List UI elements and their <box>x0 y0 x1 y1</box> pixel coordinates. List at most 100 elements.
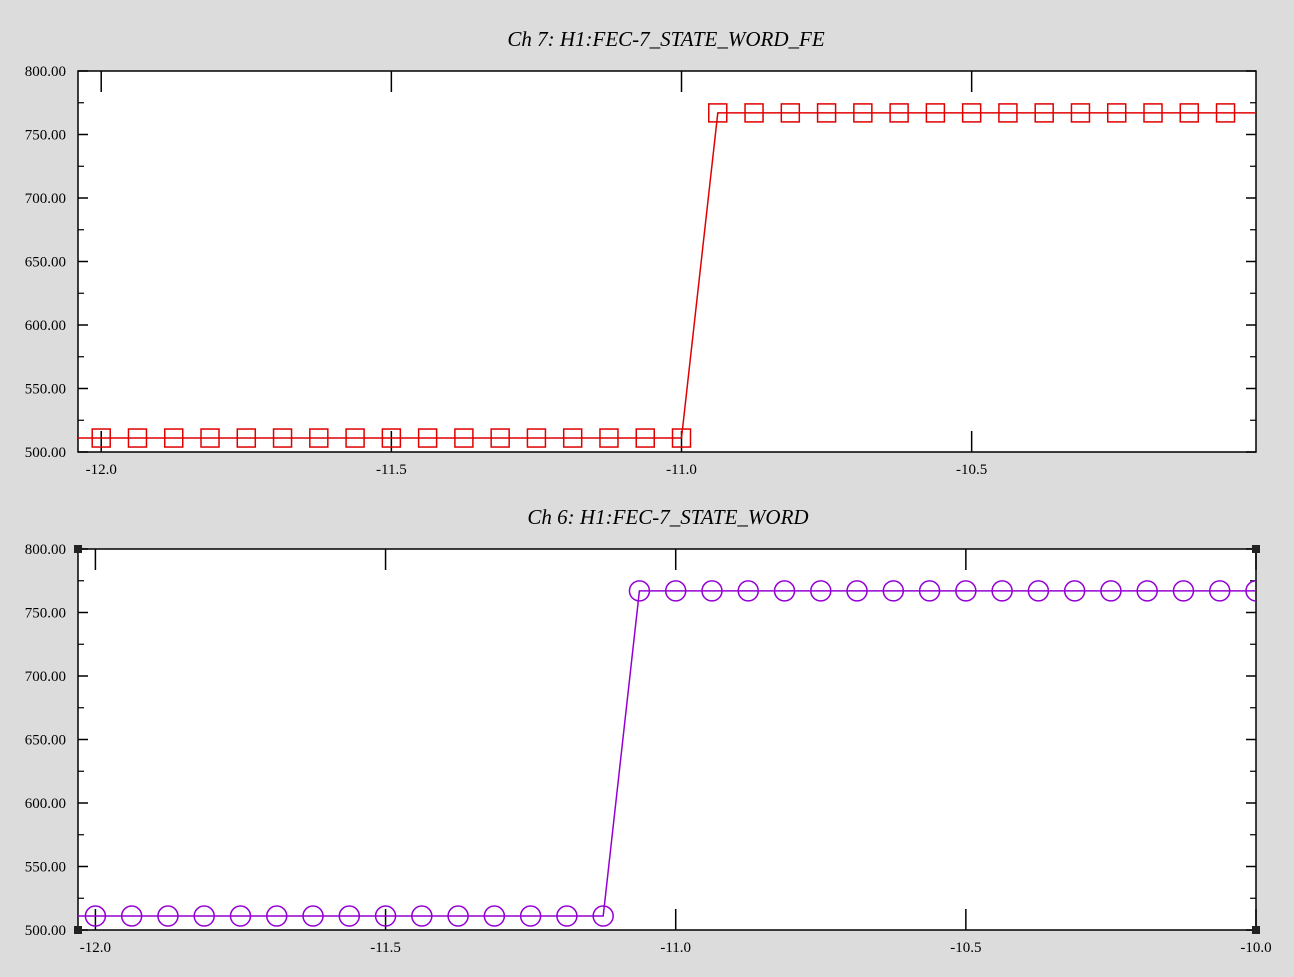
data-point-circle <box>773 580 796 602</box>
x-tick-label: -11.0 <box>660 940 691 956</box>
data-point-circle <box>918 580 941 602</box>
corner-handle <box>74 926 82 934</box>
data-point-square <box>599 428 619 448</box>
chart-title: Ch 6: H1:FEC-7_STATE_WORD <box>527 505 808 529</box>
data-point-circle <box>1136 580 1158 602</box>
data-point-circle <box>483 905 506 927</box>
data-point-square <box>961 103 982 123</box>
data-point-square <box>526 428 547 448</box>
data-point-square <box>998 103 1018 123</box>
corner-handle <box>1252 545 1260 553</box>
series-line <box>78 590 1256 917</box>
data-point-circle <box>302 905 324 927</box>
x-tick-label: -11.5 <box>370 940 401 956</box>
y-tick-label: 650.00 <box>25 733 66 749</box>
data-point-circle <box>846 580 868 602</box>
data-point-circle <box>1100 580 1122 602</box>
chart-ch6: Ch 6: H1:FEC-7_STATE_WORD 500.00 550.00 600… <box>25 505 1272 956</box>
x-tick-label: -12.0 <box>86 462 117 478</box>
data-point-square <box>236 428 257 448</box>
data-point-square <box>381 428 402 448</box>
data-point-circle <box>1027 580 1050 602</box>
chart-ch7: Ch 7: H1:FEC-7_STATE_WORD_FE 500.00 550.00… <box>25 27 1257 478</box>
y-tick-label: 550.00 <box>25 860 66 876</box>
data-point-circle <box>810 580 832 602</box>
data-point-square <box>853 103 873 123</box>
data-point-circle <box>338 905 361 927</box>
x-tick-label: -11.5 <box>376 462 407 478</box>
data-point-circle <box>737 580 759 602</box>
data-point-square <box>345 428 365 448</box>
data-point-circle <box>193 905 215 927</box>
data-point-square <box>780 103 801 123</box>
data-point-square <box>454 428 474 448</box>
data-point-square <box>925 103 946 123</box>
data-point-circle <box>157 905 179 927</box>
data-point-circle <box>701 580 723 602</box>
x-tick-label: -10.5 <box>956 462 987 478</box>
y-tick-label: 500.00 <box>25 445 66 461</box>
data-point-square <box>708 103 728 123</box>
data-point-circle <box>411 905 433 927</box>
data-point-circle <box>374 905 397 927</box>
y-tick-label: 700.00 <box>25 669 66 685</box>
y-tick-label: 500.00 <box>25 923 66 939</box>
data-point-square <box>744 103 764 123</box>
data-point-circle <box>229 905 252 927</box>
corner-handle <box>74 545 82 553</box>
data-point-circle <box>955 580 977 602</box>
data-point-circle <box>1245 580 1256 602</box>
y-tick-label: 650.00 <box>25 255 66 271</box>
y-tick-label: 600.00 <box>25 318 66 334</box>
data-point-circle <box>1063 580 1086 602</box>
series-line <box>78 112 1256 439</box>
x-tick-label: -10.0 <box>1240 940 1271 956</box>
y-tick-label: 800.00 <box>25 542 66 558</box>
data-point-square <box>671 428 692 448</box>
data-point-square <box>309 428 329 448</box>
data-point-circle <box>120 905 143 927</box>
plot-area <box>77 70 1257 453</box>
data-point-square <box>1106 103 1127 123</box>
corner-handle <box>1252 926 1260 934</box>
data-point-circle <box>628 580 651 602</box>
data-point-circle <box>84 905 107 927</box>
data-point-circle <box>1208 580 1231 602</box>
x-tick-label: -11.0 <box>666 462 697 478</box>
x-tick-label: -12.0 <box>80 940 111 956</box>
y-tick-label: 700.00 <box>25 191 66 207</box>
plot-area <box>77 548 1257 931</box>
data-point-square <box>1070 103 1091 123</box>
data-point-square <box>889 103 909 123</box>
data-point-circle <box>991 580 1013 602</box>
data-point-square <box>816 103 837 123</box>
data-point-circle <box>266 905 288 927</box>
chart-title: Ch 7: H1:FEC-7_STATE_WORD_FE <box>507 27 824 51</box>
series-group <box>78 103 1256 448</box>
data-point-square <box>490 428 510 448</box>
data-point-square <box>1143 103 1163 123</box>
data-point-square <box>417 428 438 448</box>
data-point-square <box>200 428 220 448</box>
data-point-circle <box>447 905 469 927</box>
y-tick-label: 600.00 <box>25 796 66 812</box>
data-point-circle <box>664 580 687 602</box>
data-point-square <box>1034 103 1054 123</box>
y-tick-label: 750.00 <box>25 606 66 622</box>
x-tick-label: -10.5 <box>950 940 981 956</box>
data-point-circle <box>882 580 905 602</box>
data-point-circle <box>1172 580 1195 602</box>
data-point-square <box>562 428 583 448</box>
data-point-square <box>635 428 655 448</box>
data-point-circle <box>519 905 542 927</box>
data-point-square <box>91 428 111 448</box>
y-tick-label: 800.00 <box>25 64 66 80</box>
data-point-circle <box>556 905 578 927</box>
data-point-square <box>1215 103 1236 123</box>
data-point-square <box>1179 103 1200 123</box>
data-point-square <box>163 428 184 448</box>
y-tick-label: 750.00 <box>25 128 66 144</box>
y-tick-label: 550.00 <box>25 382 66 398</box>
series-group <box>78 580 1256 927</box>
